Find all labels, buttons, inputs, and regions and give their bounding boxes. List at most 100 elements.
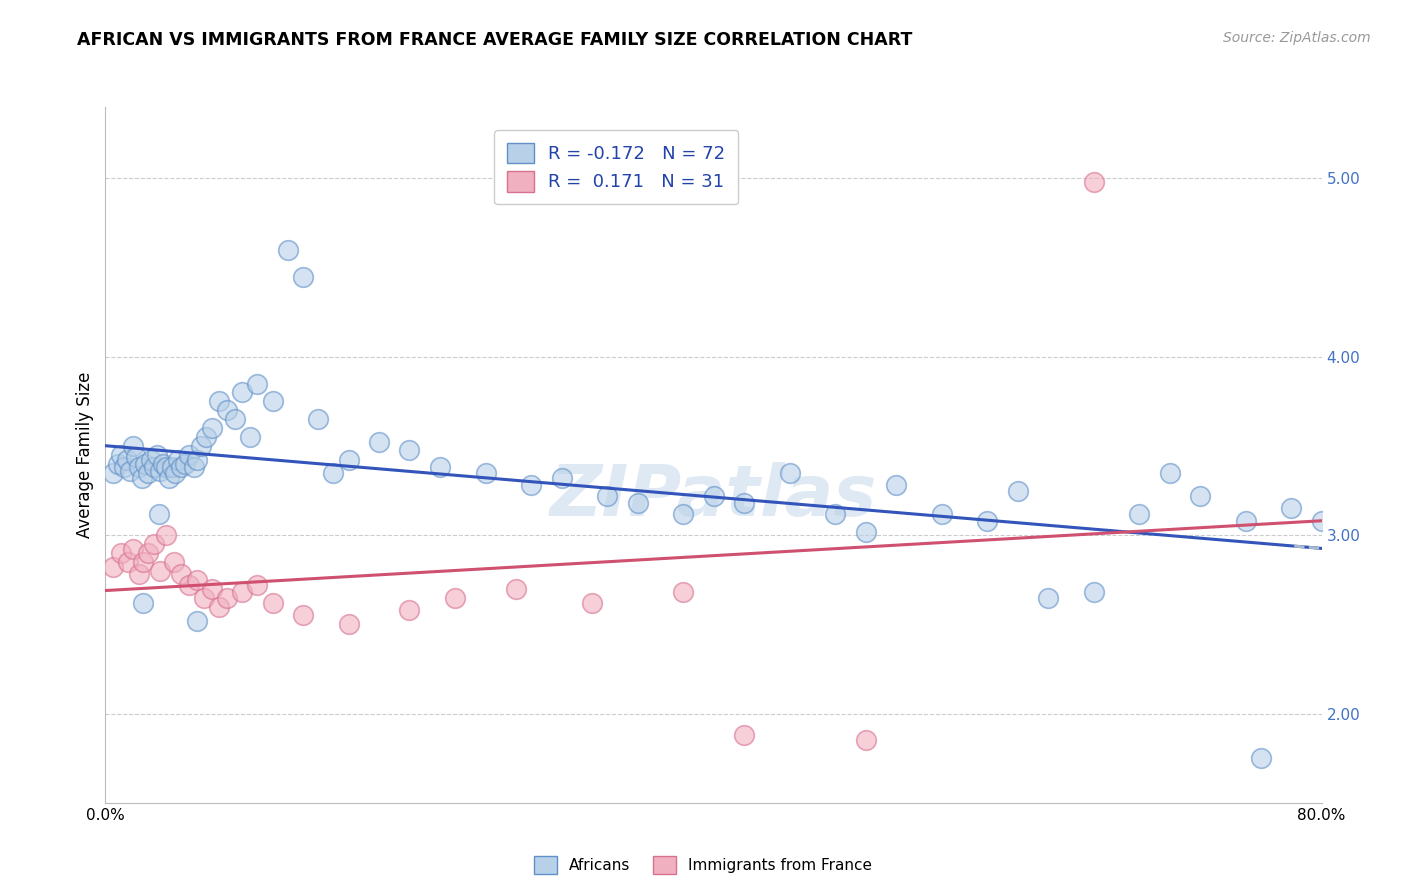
Text: Source: ZipAtlas.com: Source: ZipAtlas.com: [1223, 31, 1371, 45]
Point: [1159, 466, 1181, 480]
Legend: Africans, Immigrants from France: Africans, Immigrants from France: [527, 850, 879, 880]
Text: ZIPatlas: ZIPatlas: [550, 462, 877, 531]
Point: [292, 269, 315, 284]
Point: [1188, 489, 1211, 503]
Point: [672, 585, 695, 599]
Point: [1007, 483, 1029, 498]
Point: [550, 471, 572, 485]
Text: AFRICAN VS IMMIGRANTS FROM FRANCE AVERAGE FAMILY SIZE CORRELATION CHART: AFRICAN VS IMMIGRANTS FROM FRANCE AVERAG…: [77, 31, 912, 49]
Point: [398, 603, 420, 617]
Point: [246, 578, 269, 592]
Point: [1083, 585, 1105, 599]
Point: [131, 471, 153, 485]
Point: [162, 460, 184, 475]
Point: [1128, 507, 1150, 521]
Point: [136, 546, 159, 560]
Point: [262, 596, 284, 610]
Point: [1250, 751, 1272, 765]
Legend: R = -0.172   N = 72, R =  0.171   N = 31: R = -0.172 N = 72, R = 0.171 N = 31: [495, 130, 738, 204]
Point: [239, 430, 262, 444]
Point: [931, 507, 953, 521]
Point: [136, 466, 159, 480]
Point: [152, 457, 174, 471]
Point: [474, 466, 496, 480]
Point: [132, 555, 155, 569]
Point: [505, 582, 527, 596]
Point: [581, 596, 603, 610]
Point: [163, 555, 186, 569]
Point: [277, 243, 299, 257]
Point: [201, 582, 224, 596]
Point: [128, 460, 150, 475]
Point: [1083, 175, 1105, 189]
Point: [779, 466, 801, 480]
Point: [125, 450, 148, 464]
Point: [115, 453, 138, 467]
Y-axis label: Average Family Size: Average Family Size: [76, 372, 94, 538]
Point: [855, 524, 877, 539]
Point: [262, 394, 284, 409]
Point: [824, 507, 846, 521]
Point: [128, 567, 150, 582]
Point: [101, 560, 124, 574]
Point: [337, 453, 360, 467]
Point: [307, 412, 329, 426]
Point: [186, 573, 208, 587]
Point: [190, 439, 212, 453]
Point: [1279, 501, 1302, 516]
Point: [121, 542, 143, 557]
Point: [186, 453, 208, 467]
Point: [368, 435, 391, 450]
Point: [165, 466, 187, 480]
Point: [194, 430, 217, 444]
Point: [1310, 514, 1333, 528]
Point: [702, 489, 725, 503]
Point: [337, 617, 360, 632]
Point: [322, 466, 344, 480]
Point: [231, 385, 253, 400]
Point: [149, 464, 172, 478]
Point: [139, 453, 162, 467]
Point: [101, 466, 124, 480]
Point: [170, 460, 193, 475]
Point: [193, 591, 215, 605]
Point: [121, 439, 143, 453]
Point: [733, 728, 755, 742]
Point: [177, 578, 200, 592]
Point: [201, 421, 224, 435]
Point: [170, 567, 193, 582]
Point: [884, 478, 907, 492]
Point: [177, 448, 200, 462]
Point: [246, 376, 269, 391]
Point: [110, 546, 132, 560]
Point: [208, 394, 231, 409]
Point: [110, 448, 132, 462]
Point: [224, 412, 246, 426]
Point: [733, 496, 755, 510]
Point: [596, 489, 619, 503]
Point: [148, 507, 170, 521]
Point: [143, 460, 166, 475]
Point: [1234, 514, 1257, 528]
Point: [292, 608, 315, 623]
Point: [107, 457, 129, 471]
Point: [146, 448, 169, 462]
Point: [217, 403, 239, 417]
Point: [1036, 591, 1059, 605]
Point: [183, 460, 205, 475]
Point: [626, 496, 648, 510]
Point: [520, 478, 543, 492]
Point: [231, 585, 253, 599]
Point: [855, 733, 877, 747]
Point: [173, 457, 195, 471]
Point: [976, 514, 998, 528]
Point: [155, 528, 177, 542]
Point: [155, 460, 177, 475]
Point: [149, 564, 172, 578]
Point: [132, 596, 155, 610]
Point: [167, 453, 190, 467]
Point: [117, 555, 139, 569]
Point: [208, 599, 231, 614]
Point: [157, 471, 180, 485]
Point: [672, 507, 695, 521]
